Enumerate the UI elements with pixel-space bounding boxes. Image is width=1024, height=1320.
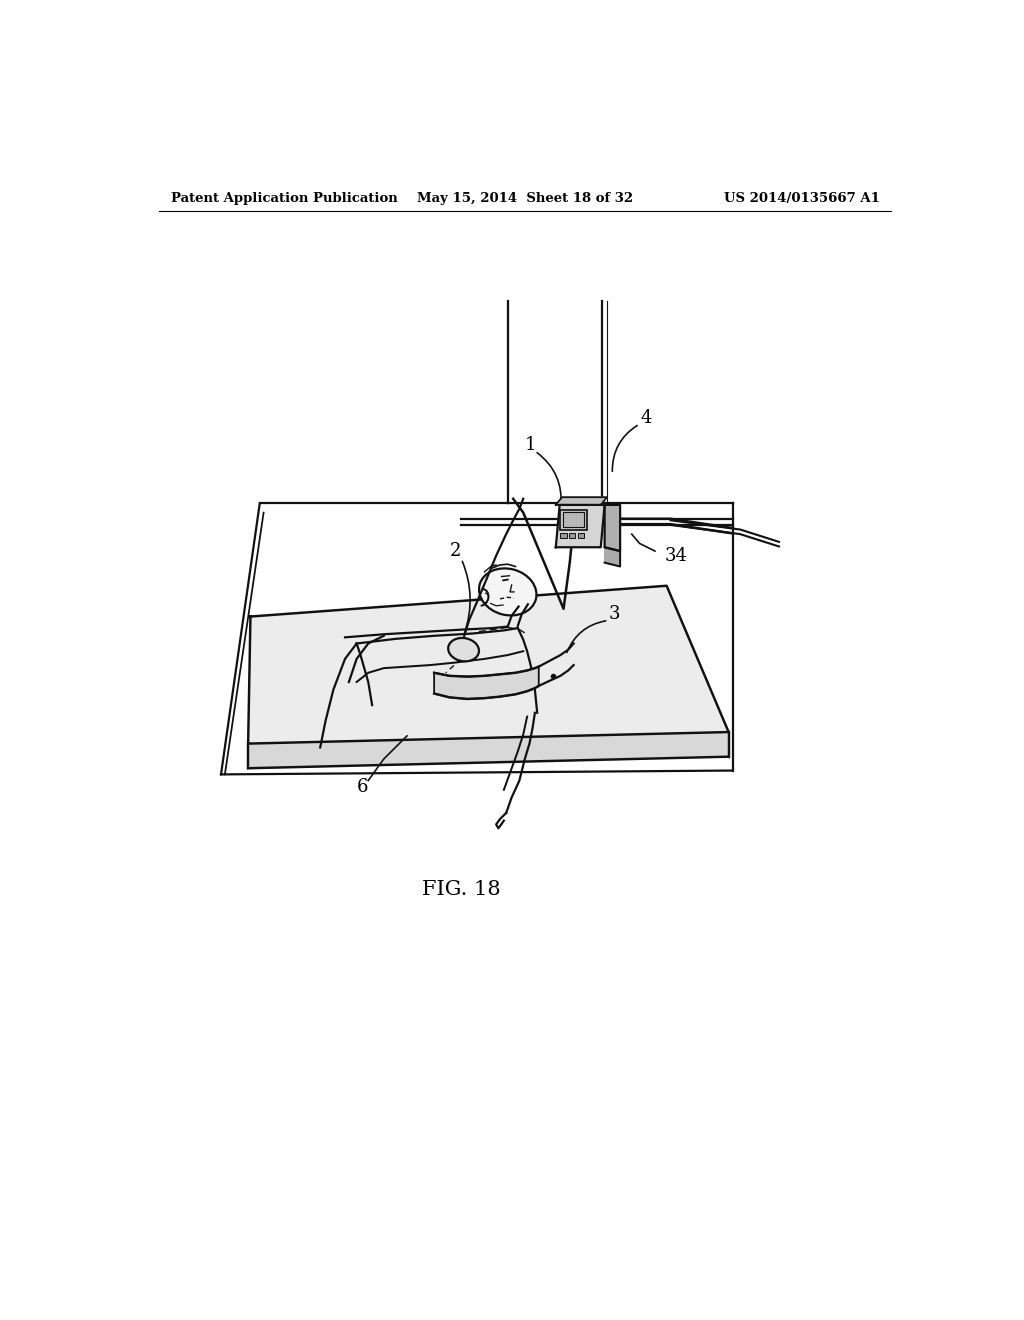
- Text: US 2014/0135667 A1: US 2014/0135667 A1: [724, 191, 880, 205]
- Polygon shape: [556, 506, 604, 548]
- Polygon shape: [556, 498, 607, 506]
- Text: 2: 2: [451, 543, 462, 560]
- FancyBboxPatch shape: [563, 512, 585, 527]
- Polygon shape: [434, 667, 539, 700]
- Text: Patent Application Publication: Patent Application Publication: [171, 191, 397, 205]
- Ellipse shape: [449, 638, 479, 661]
- Polygon shape: [604, 506, 621, 552]
- Text: May 15, 2014  Sheet 18 of 32: May 15, 2014 Sheet 18 of 32: [417, 191, 633, 205]
- Polygon shape: [248, 586, 729, 743]
- Bar: [569, 533, 575, 539]
- Text: 3: 3: [609, 606, 621, 623]
- Text: 4: 4: [640, 409, 651, 426]
- Bar: [560, 533, 566, 539]
- Text: 1: 1: [524, 436, 536, 454]
- Text: 6: 6: [356, 777, 368, 796]
- Ellipse shape: [479, 569, 537, 615]
- FancyBboxPatch shape: [560, 510, 587, 529]
- Text: FIG. 18: FIG. 18: [422, 880, 501, 899]
- Bar: [578, 533, 584, 539]
- Text: 34: 34: [665, 546, 688, 565]
- Polygon shape: [604, 548, 621, 566]
- Polygon shape: [248, 733, 729, 768]
